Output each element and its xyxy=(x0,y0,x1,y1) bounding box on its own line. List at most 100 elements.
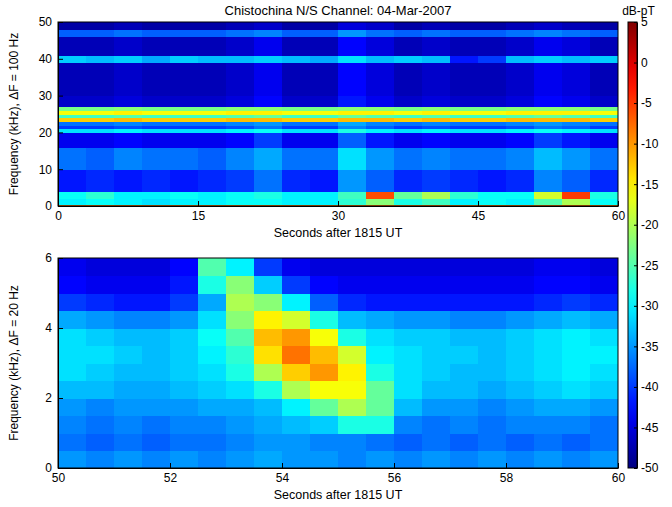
cell xyxy=(198,451,227,469)
cell xyxy=(506,416,535,434)
cell xyxy=(534,110,563,114)
cell xyxy=(58,416,87,434)
cell xyxy=(114,96,143,108)
cell xyxy=(170,132,199,147)
cell xyxy=(366,114,395,118)
tick-label: 15 xyxy=(192,209,206,223)
cell xyxy=(534,433,563,451)
cell xyxy=(394,191,423,199)
cell xyxy=(506,62,535,96)
cell xyxy=(394,293,423,311)
cell xyxy=(562,132,591,147)
cell xyxy=(142,169,171,192)
cell xyxy=(58,311,87,329)
cell xyxy=(282,29,311,37)
cell xyxy=(198,55,227,63)
cell xyxy=(282,37,311,56)
cell xyxy=(282,107,311,111)
cell xyxy=(86,129,115,133)
y-axis: 01020304050 xyxy=(39,15,63,213)
cell xyxy=(394,169,423,192)
cell xyxy=(114,132,143,147)
tick: 54 xyxy=(276,463,290,485)
cell xyxy=(422,381,451,399)
tick: -10 xyxy=(634,137,659,151)
tick-label: 60 xyxy=(612,209,626,223)
cell xyxy=(450,398,479,416)
cell xyxy=(422,107,451,111)
cell xyxy=(478,55,507,63)
cell xyxy=(142,29,171,37)
cell xyxy=(114,328,143,346)
cell xyxy=(114,110,143,114)
cell xyxy=(282,258,311,276)
cell xyxy=(86,451,115,469)
cell xyxy=(282,328,311,346)
cell xyxy=(562,276,591,294)
cell xyxy=(338,96,367,108)
cell xyxy=(394,311,423,329)
cell xyxy=(394,416,423,434)
cell xyxy=(422,346,451,364)
tick-label: 52 xyxy=(164,471,178,485)
cell xyxy=(58,125,87,129)
cell xyxy=(58,129,87,133)
cell xyxy=(170,276,199,294)
cell xyxy=(450,129,479,133)
cell xyxy=(562,433,591,451)
cell xyxy=(58,433,87,451)
cell xyxy=(86,416,115,434)
cell xyxy=(86,293,115,311)
cell xyxy=(254,129,283,133)
tick-mark xyxy=(634,144,637,145)
cell xyxy=(478,22,507,30)
cell xyxy=(226,110,255,114)
cell xyxy=(366,37,395,56)
cell xyxy=(310,29,339,37)
cell xyxy=(86,62,115,96)
cell xyxy=(114,37,143,56)
tick-label: 58 xyxy=(500,471,514,485)
cell xyxy=(58,22,87,30)
cell xyxy=(226,62,255,96)
cell xyxy=(450,381,479,399)
cell xyxy=(338,22,367,30)
cell xyxy=(114,346,143,364)
cell xyxy=(282,433,311,451)
tick-label: -35 xyxy=(641,340,659,354)
cell xyxy=(422,416,451,434)
tick: -35 xyxy=(634,340,659,354)
cell xyxy=(142,258,171,276)
cell xyxy=(450,62,479,96)
cell xyxy=(506,346,535,364)
cell xyxy=(506,121,535,125)
cell xyxy=(394,147,423,170)
cell xyxy=(282,125,311,129)
tick-mark xyxy=(58,132,63,133)
cell xyxy=(310,398,339,416)
tick: -40 xyxy=(634,380,659,394)
cell xyxy=(142,96,171,108)
cell xyxy=(254,96,283,108)
cell xyxy=(366,398,395,416)
tick-mark xyxy=(634,427,637,428)
cell xyxy=(226,114,255,118)
cell xyxy=(590,451,618,469)
cell xyxy=(422,62,451,96)
cell xyxy=(114,22,143,30)
cell xyxy=(254,276,283,294)
cell xyxy=(142,328,171,346)
cell xyxy=(254,125,283,129)
cell xyxy=(338,169,367,192)
cell xyxy=(58,55,87,63)
cell xyxy=(226,121,255,125)
cell xyxy=(590,311,618,329)
cell xyxy=(170,129,199,133)
chart: 01530456001020304050Seconds after 1815 U… xyxy=(0,0,672,507)
cell xyxy=(506,110,535,114)
cell xyxy=(282,147,311,170)
cell xyxy=(198,416,227,434)
tick-mark xyxy=(506,463,507,468)
cell xyxy=(506,118,535,122)
cell xyxy=(170,199,199,205)
